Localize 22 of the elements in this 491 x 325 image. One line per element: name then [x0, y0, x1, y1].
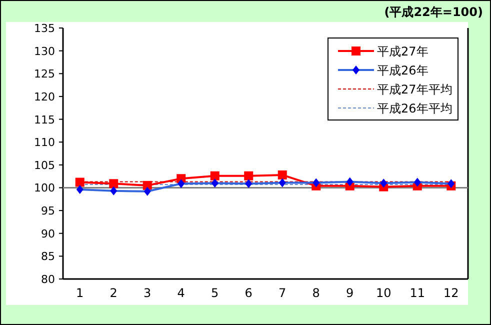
- legend-label: 平成27年: [377, 44, 428, 58]
- y-tick-label: 105: [34, 158, 55, 172]
- y-tick-label: 110: [34, 136, 55, 150]
- text: (平成22年=100): [384, 5, 483, 19]
- y-tick-label: 125: [34, 68, 55, 81]
- y-tick-label: 85: [41, 250, 55, 264]
- y-tick-label: 100: [34, 182, 55, 195]
- y-tick-label: 115: [34, 113, 55, 126]
- legend-label: 平成27年平均: [377, 82, 452, 96]
- y-tick-label: 90: [41, 227, 55, 240]
- legend-label: 平成26年平均: [377, 102, 452, 116]
- point: [210, 171, 220, 180]
- y-tick-label: 130: [34, 44, 55, 58]
- point: [244, 171, 254, 180]
- y-tick-label: 120: [34, 90, 55, 104]
- y-tick-label: 95: [41, 204, 55, 218]
- point: [75, 178, 84, 187]
- y-tick-label: 80: [41, 273, 55, 286]
- point: [109, 179, 118, 188]
- y-tick-label: 135: [34, 22, 55, 35]
- legend-label: 平成26年: [377, 64, 428, 78]
- point: [278, 170, 287, 180]
